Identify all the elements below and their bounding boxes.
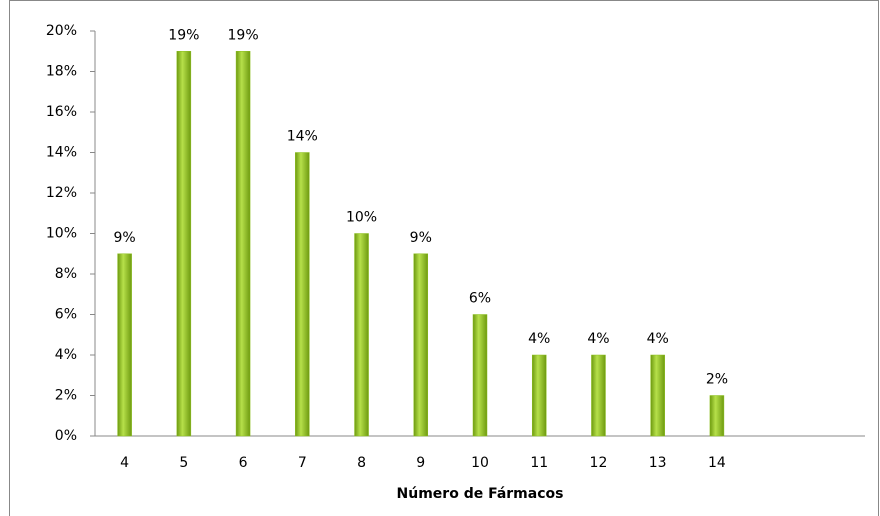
data-label: 4%: [647, 331, 669, 347]
bar: [413, 253, 429, 437]
bar: [117, 253, 132, 437]
bar: [531, 354, 547, 437]
bar: [472, 314, 488, 437]
y-tick-label: 6%: [55, 307, 77, 323]
bar: [591, 354, 606, 437]
x-tick-label: 14: [708, 455, 726, 471]
x-axis-label: Número de Fármacos: [397, 486, 564, 502]
data-label: 6%: [469, 291, 491, 307]
data-label: 4%: [587, 331, 609, 347]
x-tick-label: 13: [649, 455, 667, 471]
data-label: 9%: [114, 230, 136, 246]
y-tick-label: 2%: [55, 388, 77, 404]
data-label: 4%: [528, 331, 550, 347]
y-tick-label: 8%: [55, 266, 77, 282]
bar: [295, 152, 310, 437]
data-label: 2%: [706, 372, 728, 388]
y-tick-label: 12%: [46, 185, 77, 201]
bar: [650, 354, 665, 437]
x-tick-label: 10: [471, 455, 489, 471]
y-tick-label: 14%: [46, 145, 77, 161]
y-tick-label: 0%: [55, 428, 77, 444]
x-tick-label: 6: [239, 455, 248, 471]
y-tick-label: 4%: [55, 347, 77, 363]
x-tick-label: 5: [179, 455, 188, 471]
x-tick-label: 12: [590, 455, 608, 471]
data-label: 10%: [346, 210, 377, 226]
chart-frame: [9, 0, 879, 516]
x-tick-label: 7: [298, 455, 307, 471]
x-tick-label: 11: [530, 455, 548, 471]
y-tick-label: 10%: [46, 226, 77, 242]
x-tick-label: 4: [120, 455, 129, 471]
data-label: 19%: [168, 27, 199, 43]
bar: [235, 51, 251, 437]
data-label: 19%: [228, 27, 259, 43]
bar: [176, 51, 192, 437]
data-label: 9%: [410, 230, 432, 246]
y-tick-label: 18%: [46, 64, 77, 80]
data-label: 14%: [287, 129, 318, 145]
y-tick-label: 16%: [46, 104, 77, 120]
x-tick-label: 8: [357, 455, 366, 471]
bar: [709, 395, 725, 437]
x-tick-label: 9: [416, 455, 425, 471]
bar: [354, 233, 369, 437]
y-tick-label: 20%: [46, 23, 77, 39]
